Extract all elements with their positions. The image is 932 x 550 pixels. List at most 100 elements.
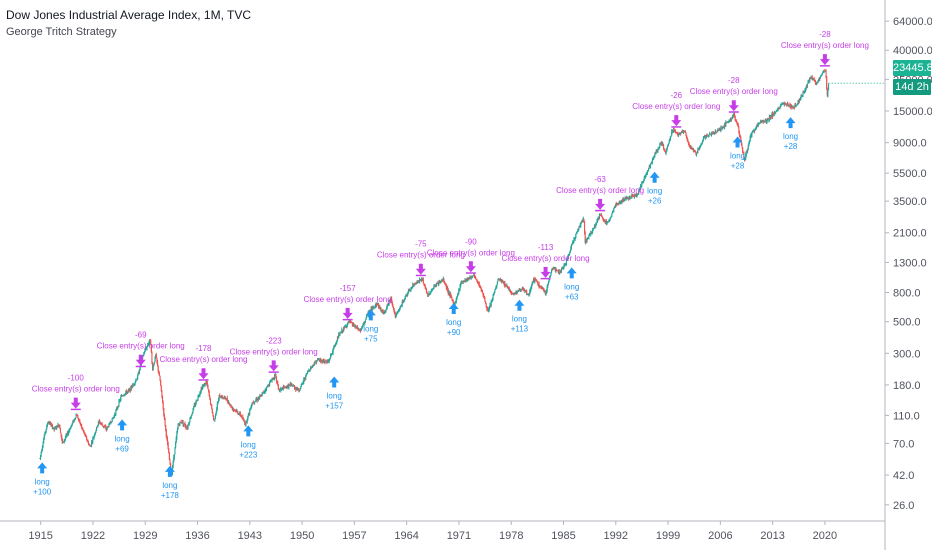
candle-body bbox=[659, 143, 662, 145]
candle-body bbox=[675, 132, 677, 133]
candle-body bbox=[262, 392, 264, 394]
candle-body bbox=[804, 89, 807, 91]
candle-body bbox=[496, 284, 498, 287]
candle-body bbox=[348, 321, 350, 323]
candle-body bbox=[780, 104, 782, 106]
time-axis[interactable]: 1915 1922 1929 1936 1943 1950 1957 1964 1971 1978… bbox=[0, 520, 885, 542]
candle-body bbox=[663, 145, 665, 149]
candle-body bbox=[618, 201, 620, 203]
candle-body bbox=[679, 133, 681, 135]
candle-body bbox=[409, 290, 411, 292]
candle-body bbox=[741, 145, 743, 149]
time-tick-label: 1915 bbox=[28, 530, 52, 542]
candle-body bbox=[620, 202, 622, 204]
candle-body bbox=[41, 446, 43, 450]
candle-body bbox=[117, 406, 119, 407]
candle-body bbox=[410, 288, 412, 291]
exit-qty-label: -28 bbox=[728, 76, 740, 85]
entry-label: long bbox=[241, 440, 256, 449]
candle-body bbox=[160, 380, 162, 386]
entry-arrow-icon bbox=[164, 465, 175, 477]
entry-marker: long+28 bbox=[730, 136, 745, 170]
candle-body bbox=[765, 119, 767, 122]
candle-body bbox=[216, 408, 218, 412]
candle-body bbox=[91, 441, 93, 443]
candle-body bbox=[592, 228, 594, 231]
price-tick-label: 180.0 bbox=[893, 380, 921, 392]
candle-body bbox=[66, 432, 68, 435]
candle-body bbox=[450, 293, 452, 296]
candle-body bbox=[812, 78, 814, 81]
candle-body bbox=[590, 232, 592, 235]
entry-label: long bbox=[35, 477, 50, 486]
candle-body bbox=[377, 303, 379, 305]
candle-body bbox=[193, 405, 195, 407]
candle-body bbox=[417, 281, 419, 283]
candle-body bbox=[347, 321, 349, 324]
candle-body bbox=[336, 341, 338, 343]
candle-body bbox=[588, 234, 591, 236]
price-tick-label: 15000.0 bbox=[893, 106, 932, 118]
candle-body bbox=[296, 388, 298, 390]
candle-body bbox=[239, 412, 241, 415]
candle-body bbox=[53, 427, 55, 429]
candle-body bbox=[115, 410, 117, 415]
candle-body bbox=[669, 136, 671, 139]
candle-body bbox=[210, 403, 212, 406]
candle-body bbox=[53, 427, 55, 430]
candle-body bbox=[234, 410, 236, 412]
candle-body bbox=[628, 198, 630, 200]
candle-body bbox=[773, 112, 775, 115]
candle-body bbox=[130, 386, 132, 392]
candle-body bbox=[87, 440, 89, 442]
candle-body bbox=[316, 358, 319, 361]
indicator-label[interactable]: George Tritch Strategy bbox=[6, 26, 117, 38]
candle-body bbox=[710, 133, 712, 135]
candle-body bbox=[476, 278, 478, 281]
entry-label: long bbox=[564, 282, 579, 291]
candle-body bbox=[767, 118, 769, 120]
candle-body bbox=[224, 396, 226, 399]
candlestick-series bbox=[39, 68, 885, 476]
candle-body bbox=[212, 413, 214, 416]
candle-body bbox=[699, 145, 701, 148]
candle-body bbox=[109, 422, 111, 424]
candle-body bbox=[762, 120, 764, 122]
candle-body bbox=[354, 326, 356, 327]
candle-body bbox=[654, 153, 656, 157]
candle-body bbox=[228, 402, 230, 405]
candle-body bbox=[206, 381, 208, 383]
candle-body bbox=[776, 109, 779, 111]
candle-body bbox=[806, 83, 808, 88]
candle-body bbox=[762, 120, 764, 121]
candle-body bbox=[558, 272, 560, 274]
candle-body bbox=[513, 293, 515, 295]
candle-body bbox=[335, 343, 337, 346]
candle-body bbox=[287, 385, 289, 388]
candle-body bbox=[335, 342, 337, 344]
candle-body bbox=[389, 299, 391, 301]
candle-body bbox=[357, 328, 359, 330]
candle-body bbox=[650, 162, 652, 165]
candle-body bbox=[618, 202, 620, 205]
candle-body bbox=[766, 119, 769, 121]
candle-body bbox=[739, 135, 741, 138]
candle-body bbox=[175, 437, 177, 443]
candle-body bbox=[668, 141, 670, 144]
candle-body bbox=[747, 145, 749, 150]
candle-body bbox=[537, 284, 540, 285]
exit-order-label: Close entry(s) order long bbox=[32, 385, 120, 394]
candle-body bbox=[364, 321, 366, 323]
entry-arrow-icon bbox=[243, 425, 254, 437]
entry-arrow-icon bbox=[448, 303, 459, 315]
candle-body bbox=[155, 354, 157, 358]
price-axis[interactable]: 64000.040000.025000.015000.09000.05500.0… bbox=[884, 0, 932, 550]
candle-body bbox=[743, 158, 746, 160]
candle-body bbox=[681, 132, 683, 133]
candle-body bbox=[219, 397, 221, 398]
candle-body bbox=[519, 290, 521, 292]
candle-body bbox=[560, 271, 562, 273]
candle-body bbox=[716, 131, 718, 133]
candle-body bbox=[649, 164, 652, 167]
